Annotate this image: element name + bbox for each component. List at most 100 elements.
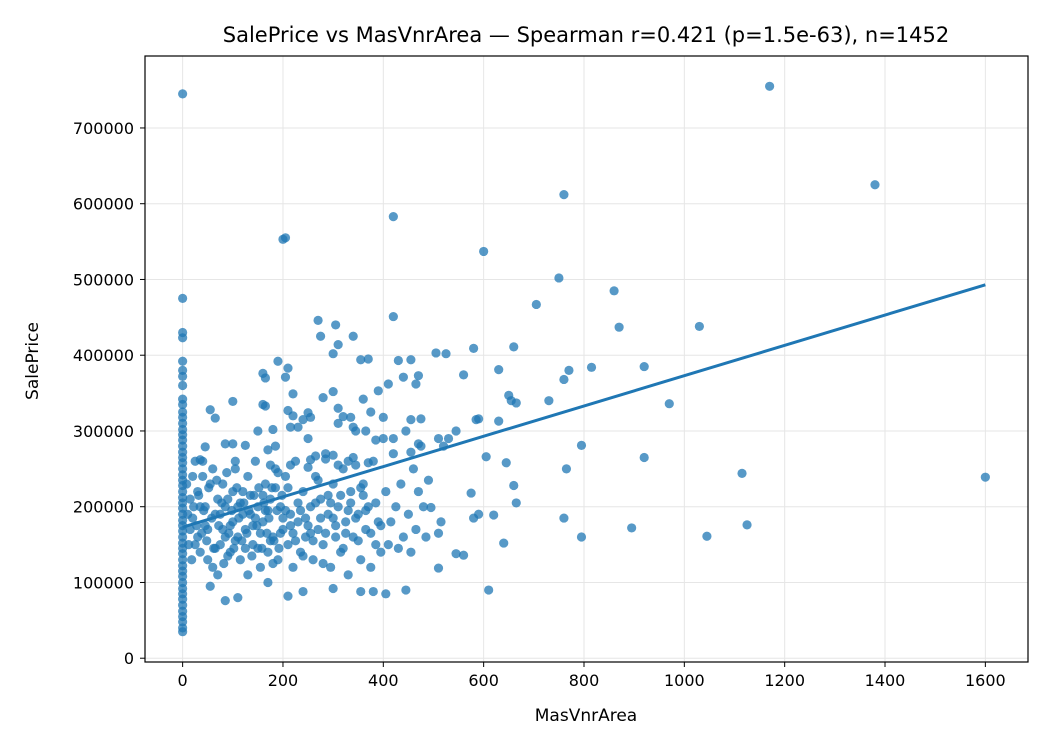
data-point bbox=[361, 505, 371, 516]
y-axis-ticks: 0 100000 200000 300000 400000 500000 600000 700… bbox=[73, 119, 145, 668]
data-point bbox=[406, 447, 416, 457]
data-point bbox=[224, 528, 234, 538]
data-point bbox=[509, 480, 519, 491]
data-point bbox=[458, 370, 469, 380]
data-point bbox=[511, 398, 521, 408]
data-point bbox=[561, 464, 572, 474]
data-point bbox=[702, 531, 712, 541]
data-point bbox=[178, 356, 188, 366]
data-point bbox=[765, 81, 775, 91]
data-point bbox=[343, 570, 353, 580]
data-point bbox=[366, 528, 376, 538]
data-point bbox=[393, 355, 403, 366]
data-point bbox=[225, 521, 235, 531]
data-point bbox=[220, 596, 230, 606]
data-point bbox=[423, 475, 434, 485]
trend-line-layer bbox=[182, 283, 986, 529]
data-point bbox=[280, 505, 291, 516]
data-point bbox=[239, 498, 249, 508]
data-point bbox=[346, 486, 356, 497]
data-point bbox=[614, 322, 624, 332]
data-point bbox=[494, 416, 504, 426]
data-point bbox=[305, 412, 316, 422]
data-point bbox=[356, 555, 366, 565]
data-point bbox=[257, 543, 267, 553]
data-point bbox=[288, 528, 298, 538]
data-point bbox=[288, 389, 298, 399]
y-tick-label: 200000 bbox=[73, 498, 134, 517]
y-tick-label: 700000 bbox=[73, 119, 134, 138]
data-point bbox=[403, 509, 413, 519]
data-point bbox=[411, 524, 421, 535]
data-point bbox=[275, 528, 286, 538]
data-point bbox=[341, 528, 351, 538]
data-point bbox=[230, 456, 240, 466]
data-point bbox=[356, 355, 366, 365]
data-point bbox=[416, 414, 426, 424]
data-point bbox=[398, 372, 408, 382]
data-point bbox=[230, 536, 240, 546]
data-point bbox=[484, 585, 494, 595]
data-point bbox=[361, 426, 371, 436]
data-point bbox=[269, 536, 279, 546]
data-point bbox=[391, 502, 401, 512]
scatter-points bbox=[178, 81, 990, 637]
data-point bbox=[328, 386, 338, 397]
data-point bbox=[303, 433, 313, 444]
data-point bbox=[383, 539, 393, 550]
data-point bbox=[511, 498, 521, 508]
data-point bbox=[194, 490, 204, 500]
data-point bbox=[205, 405, 215, 415]
data-point bbox=[363, 354, 373, 364]
x-tick-label: 200 bbox=[268, 671, 299, 690]
data-point bbox=[388, 311, 398, 322]
data-point bbox=[285, 521, 296, 531]
data-point bbox=[214, 521, 224, 531]
data-point bbox=[576, 532, 587, 542]
data-point bbox=[331, 532, 341, 542]
data-point bbox=[205, 581, 215, 591]
data-point bbox=[303, 521, 313, 531]
data-point bbox=[323, 490, 333, 500]
data-point bbox=[368, 586, 378, 597]
data-point bbox=[197, 528, 207, 538]
data-point bbox=[185, 494, 195, 504]
data-point bbox=[343, 456, 353, 466]
data-point bbox=[398, 532, 408, 542]
data-point bbox=[305, 528, 316, 538]
data-point bbox=[351, 460, 361, 470]
data-point bbox=[263, 445, 273, 455]
data-point bbox=[664, 399, 674, 409]
data-point bbox=[328, 583, 338, 594]
data-point bbox=[203, 555, 213, 565]
data-point bbox=[333, 340, 343, 350]
data-point bbox=[283, 483, 293, 493]
data-point bbox=[333, 502, 343, 512]
data-point bbox=[431, 348, 441, 358]
data-point bbox=[254, 483, 264, 493]
data-point bbox=[264, 513, 274, 523]
data-point bbox=[559, 513, 569, 523]
data-point bbox=[222, 468, 232, 478]
data-point bbox=[509, 342, 519, 352]
data-point bbox=[293, 422, 303, 432]
data-point bbox=[249, 490, 259, 500]
data-point bbox=[501, 458, 511, 468]
data-point bbox=[200, 442, 210, 452]
data-point bbox=[378, 412, 388, 422]
data-point bbox=[433, 433, 444, 444]
data-point bbox=[321, 528, 331, 538]
data-point bbox=[413, 439, 424, 449]
data-point bbox=[586, 362, 597, 372]
data-point bbox=[451, 426, 461, 436]
data-point bbox=[189, 502, 199, 512]
data-point bbox=[232, 483, 242, 493]
data-point bbox=[270, 464, 281, 474]
data-point bbox=[376, 547, 386, 557]
data-point bbox=[313, 315, 323, 325]
data-point bbox=[564, 365, 574, 375]
data-point bbox=[202, 536, 212, 546]
data-point bbox=[308, 536, 318, 546]
data-point bbox=[208, 562, 218, 572]
